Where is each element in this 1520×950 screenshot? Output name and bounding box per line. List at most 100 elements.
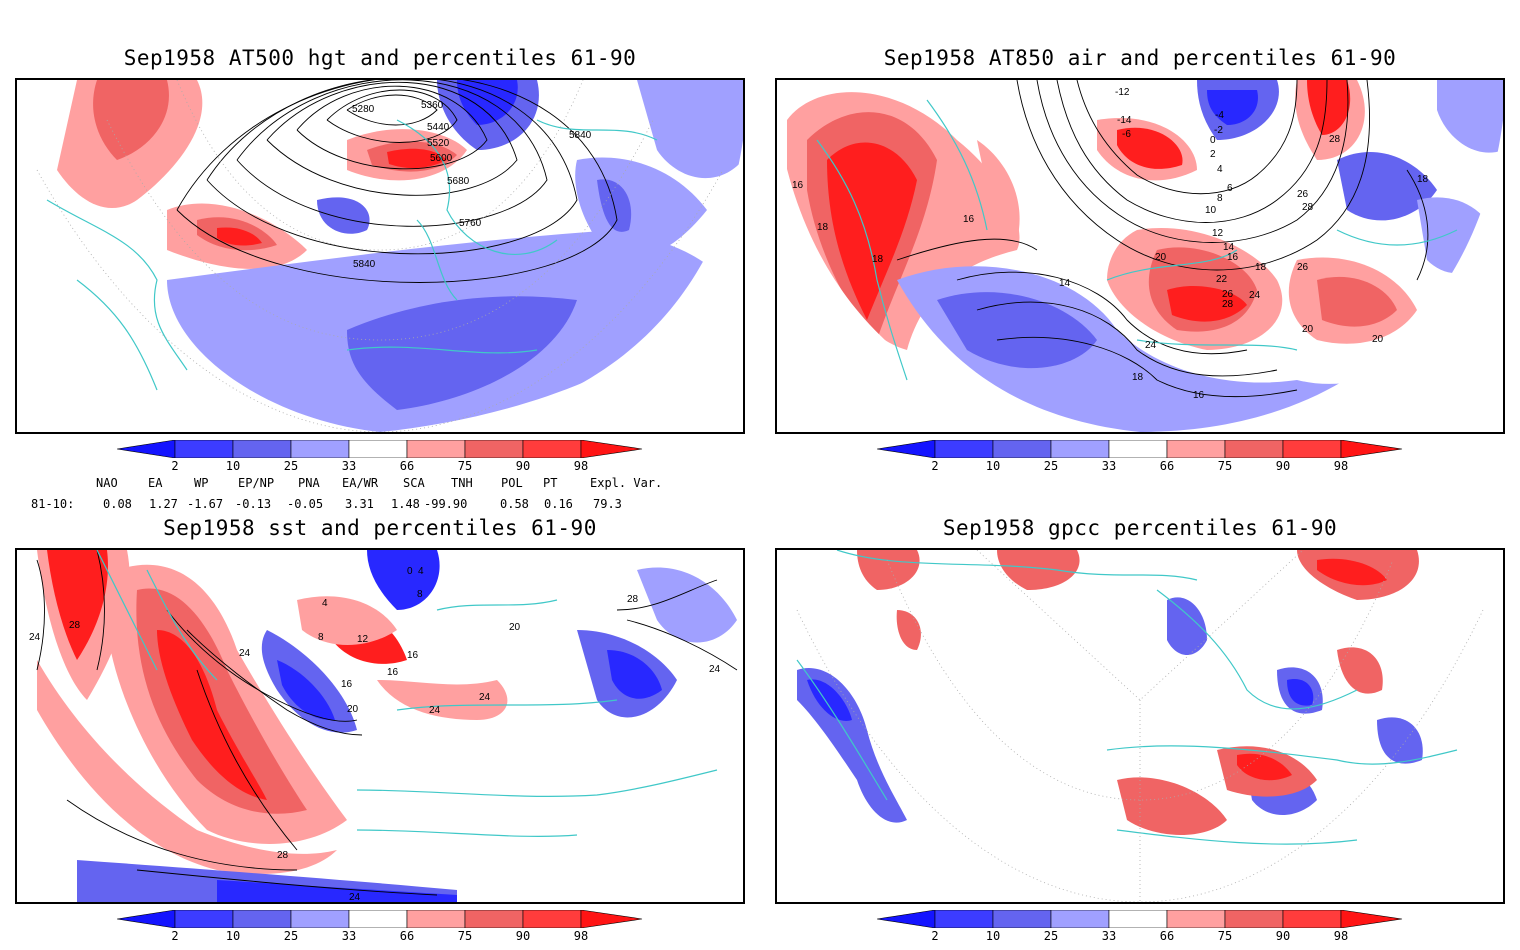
contour-label: 5360 [421, 100, 444, 111]
colorbar-swatch [464, 909, 524, 929]
contour-label: 4 [418, 566, 424, 577]
colorbar-arrow-left [876, 909, 936, 929]
contour-label: -6 [1122, 129, 1131, 140]
contour-label: 4 [1217, 164, 1223, 175]
contour-label: -14 [1117, 115, 1132, 126]
contour-label: 14 [1059, 278, 1071, 289]
colorbar-tick-label: 90 [1275, 459, 1291, 473]
contour-label: 0 [1210, 135, 1216, 146]
panel-title-gpcc: Sep1958 gpcc percentiles 61-90 [942, 516, 1338, 540]
contour-label: 16 [792, 180, 804, 191]
colorbar-arrow-left [876, 439, 936, 459]
colorbar-tick-label: 25 [1043, 459, 1059, 473]
colorbar-tick-label: 25 [283, 459, 299, 473]
colorbar-swatch [1108, 439, 1168, 459]
contour-label: 10 [1205, 205, 1217, 216]
map-panel-hgt: 5280 5360 5440 5520 5600 5680 5760 5840 … [15, 78, 745, 434]
contour-label: 8 [1217, 193, 1223, 204]
contour-label: 12 [357, 634, 369, 645]
contour-label: 16 [341, 679, 353, 690]
contour-label: 8 [318, 632, 324, 643]
colorbar-arrow-right [1340, 909, 1403, 929]
contour-label: 8 [417, 589, 423, 600]
contour-label: -12 [1115, 87, 1130, 98]
contour-label: 5280 [352, 104, 375, 115]
colorbar-tick-label: 98 [573, 459, 589, 473]
colorbar-tick-label: 33 [341, 459, 357, 473]
contour-label: 28 [69, 620, 81, 631]
colorbar-tick-label: 10 [225, 459, 241, 473]
contour-label: 22 [1216, 274, 1228, 285]
index-value-expl-var: 79.3 [593, 497, 622, 511]
contour-label: 24 [429, 705, 441, 716]
colorbar-hgt: 2 10 25 33 66 75 90 98 [116, 439, 647, 480]
index-name-pt: PT [543, 476, 558, 490]
colorbar-tick-label: 33 [1101, 929, 1117, 943]
colorbar-tick-label: 90 [515, 929, 531, 943]
contour-label: 26 [1297, 262, 1309, 273]
map-panel-sst: 24 28 24 4 8 12 16 16 20 24 24 28 28 16 … [15, 548, 745, 904]
colorbar-swatch [174, 909, 234, 929]
contour-label: 26 [1222, 289, 1234, 300]
colorbar-arrow-right [580, 439, 643, 459]
index-name-expl-var: Expl. Var. [590, 476, 663, 490]
colorbar-tick-label: 2 [931, 459, 939, 473]
colorbar-tick-label: 98 [1333, 929, 1349, 943]
colorbar-arrow-left [116, 439, 176, 459]
colorbar-swatch [464, 439, 524, 459]
contour-label: 24 [1249, 290, 1261, 301]
colorbar-tick-label: 33 [1101, 459, 1117, 473]
index-name-tnh: TNH [451, 476, 473, 490]
colorbar-tick-label: 98 [573, 929, 589, 943]
contour-label: -4 [1215, 110, 1224, 121]
index-value-sca: 1.48 [391, 497, 420, 511]
colorbar-swatch [406, 909, 466, 929]
colorbar-swatch [174, 439, 234, 459]
map-panel-air: -12 -14 -6 -4 -2 0 2 4 6 8 10 12 14 16 1… [775, 78, 1505, 434]
index-value-pol: 0.58 [500, 497, 529, 511]
contour-label: 24 [349, 892, 361, 902]
colorbar-swatch [1166, 909, 1226, 929]
contour-label: 28 [1329, 134, 1341, 145]
contour-label: 24 [239, 648, 251, 659]
colorbar-swatch [232, 909, 292, 929]
index-value-eawr: 3.31 [345, 497, 374, 511]
panel-title-sst: Sep1958 sst and percentiles 61-90 [163, 516, 597, 540]
index-value-wp: -1.67 [187, 497, 224, 511]
index-value-ea: 1.27 [149, 497, 178, 511]
index-period: 81-10: [31, 497, 75, 511]
colorbar-swatch [406, 439, 466, 459]
contour-label: 2 [1210, 149, 1216, 160]
index-value-tnh: -99.90 [424, 497, 468, 511]
colorbar-tick-label: 75 [457, 459, 473, 473]
index-value-pna: -0.05 [287, 497, 324, 511]
colorbar-swatch [522, 909, 582, 929]
colorbar-tick-label: 25 [1043, 929, 1059, 943]
colorbar-swatch [1282, 439, 1342, 459]
colorbar-arrow-right [580, 909, 643, 929]
panel-title-air: Sep1958 AT850 air and percentiles 61-90 [883, 46, 1397, 70]
contour-label: 20 [347, 704, 359, 715]
colorbar-swatch [290, 909, 350, 929]
colorbar-tick-label: 98 [1333, 459, 1349, 473]
colorbar-tick-label: 66 [1159, 459, 1175, 473]
contour-label: 18 [1417, 174, 1429, 185]
contour-label: 12 [1212, 228, 1224, 239]
colorbar-tick-label: 10 [225, 929, 241, 943]
colorbar-arrow-right [1340, 439, 1403, 459]
colorbar-tick-label: 25 [283, 929, 299, 943]
contour-label: 24 [479, 692, 491, 703]
contour-label: 5680 [447, 176, 470, 187]
colorbar-tick-label: 2 [171, 929, 179, 943]
contour-label: 20 [1155, 252, 1167, 263]
index-name-sca: SCA [403, 476, 425, 490]
contour-label: 28 [1222, 299, 1234, 310]
colorbar-swatch [934, 439, 994, 459]
colorbar-swatch [934, 909, 994, 929]
contour-label: 5520 [427, 138, 450, 149]
contour-label: 28 [1302, 202, 1314, 213]
contour-label: 16 [387, 667, 399, 678]
colorbar-swatch [1166, 439, 1226, 459]
contour-label: 0 [407, 566, 413, 577]
contour-label: 18 [1255, 262, 1267, 273]
